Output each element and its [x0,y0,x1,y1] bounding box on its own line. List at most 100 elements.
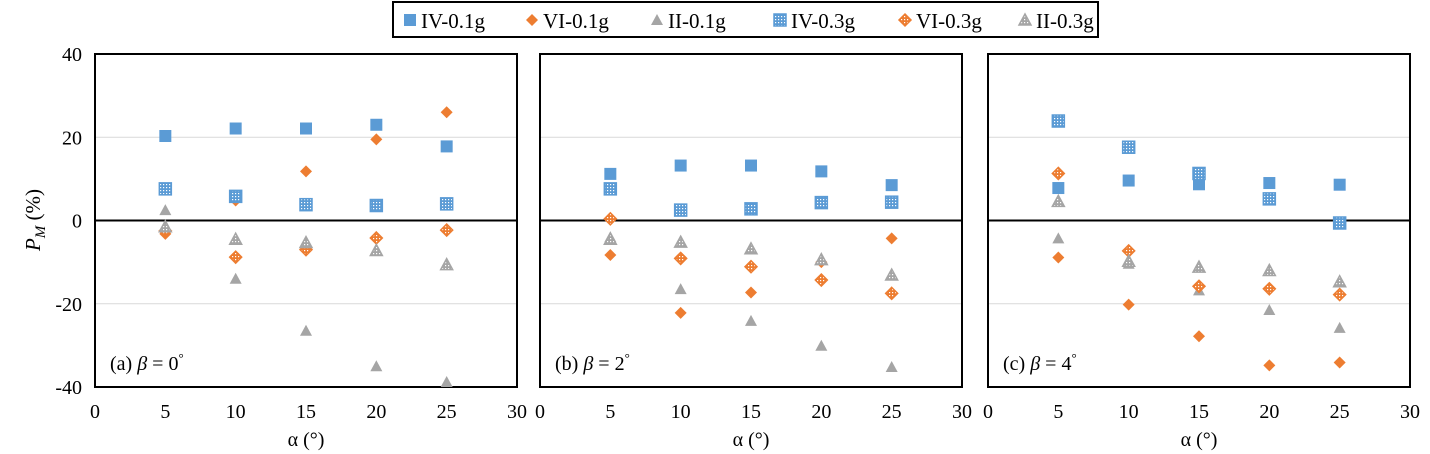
series-IV-0.3g [158,182,454,213]
legend-entry: VI-0.3g [897,9,982,33]
x-tick-label: 0 [90,401,100,423]
data-point [1333,321,1346,333]
data-point [1262,262,1277,277]
plot-frame [539,53,963,388]
x-tick-label: 30 [507,401,527,423]
legend-entry: II-0.1g [651,9,726,33]
y-tick-label: 20 [62,127,82,149]
data-point [1193,178,1205,191]
y-axis-label: PM (%) [21,189,49,252]
x-tick-label: 20 [811,401,831,423]
data-point [884,286,899,301]
x-axis-label: α (°) [1181,429,1218,451]
data-point [1052,182,1065,195]
series-VI-0.1g [1052,251,1346,372]
legend-entry: VI-0.1g [526,9,609,33]
legend-marker-triangle-icon [651,14,663,25]
data-point [815,165,828,178]
legend-marker-square-icon [404,14,416,26]
legend-label: IV-0.1g [421,9,485,33]
data-point [603,182,618,196]
series-VI-0.3g [603,211,899,301]
series-IV-0.1g [1052,174,1346,195]
data-point [439,197,454,211]
data-point [1052,232,1065,244]
panel-a: 0 5 10 15 20 25 30 α (°) 40 20 0 -20 -40 PM (%) (a) β … [21,44,527,451]
data-point [158,219,173,233]
data-point [1262,192,1277,206]
data-point [674,283,687,295]
data-point [440,106,453,119]
panels: 0 5 10 15 20 25 30 α (°) 40 20 0 -20 -40 PM (%) (a) β … [21,44,1420,451]
data-point [673,234,688,248]
y-tick-label: -40 [55,377,82,399]
data-point [1121,253,1136,268]
data-point [1052,251,1065,264]
data-point [884,267,899,281]
legend-label: VI-0.1g [543,9,609,33]
data-point [1051,193,1066,208]
data-point [370,133,383,146]
y-tick-label: 0 [72,211,82,233]
y-tick-label: -20 [55,294,82,316]
data-point [1333,178,1346,191]
data-point [1263,359,1276,372]
data-point [1191,279,1207,294]
x-tick-label: 10 [226,401,246,423]
data-point [228,189,243,204]
data-point [745,286,757,299]
data-point [745,159,757,172]
x-axis-label: α (°) [288,429,325,451]
panel-label: (c) β = 4° [1003,350,1077,375]
x-tick-label: 25 [437,401,457,423]
data-point [674,159,687,172]
data-point [370,360,383,372]
legend-label: IV-0.3g [791,9,855,33]
data-point [1193,330,1205,343]
data-point [300,122,312,135]
data-point [1332,287,1347,302]
data-point [885,361,898,373]
legend-box [392,1,1099,38]
data-point [369,198,384,213]
legend-marker-square-icon [773,13,787,27]
data-point [884,195,899,209]
data-point [814,195,829,210]
x-tick-label: 20 [366,401,386,423]
series-IV-0.3g [1051,114,1347,230]
data-point [439,223,454,238]
data-point [885,179,898,192]
data-point [369,242,384,257]
data-point [745,314,757,326]
data-point [673,203,688,217]
panel-b: 0 5 10 15 20 25 30 α (°) (b) β = 2° [535,53,972,451]
data-point [158,182,173,196]
data-point [885,232,898,245]
x-tick-label: 5 [1053,401,1063,423]
data-point [1332,216,1347,230]
data-point [439,257,454,271]
data-point [674,306,687,319]
data-point [673,251,688,266]
data-point [1122,174,1135,187]
data-point [1121,140,1136,154]
legend-label: VI-0.3g [916,9,982,33]
data-point [229,272,242,284]
x-tick-label: 20 [1259,401,1279,423]
data-point [743,241,759,255]
series-II-0.3g [603,231,899,281]
data-point [369,230,384,246]
series-II-0.3g [1051,193,1347,288]
series-IV-0.3g [603,182,899,217]
legend-entry: II-0.3g [1017,9,1094,33]
data-point [1332,274,1347,288]
data-point [814,272,829,288]
data-point [159,130,172,143]
plot-frame [987,53,1411,388]
data-point [603,211,618,226]
x-tick-label: 30 [1400,401,1420,423]
data-point [1263,177,1276,190]
panel-c: 0 5 10 15 20 25 30 α (°) (c) β = 4° [983,53,1420,451]
x-tick-label: 25 [882,401,902,423]
